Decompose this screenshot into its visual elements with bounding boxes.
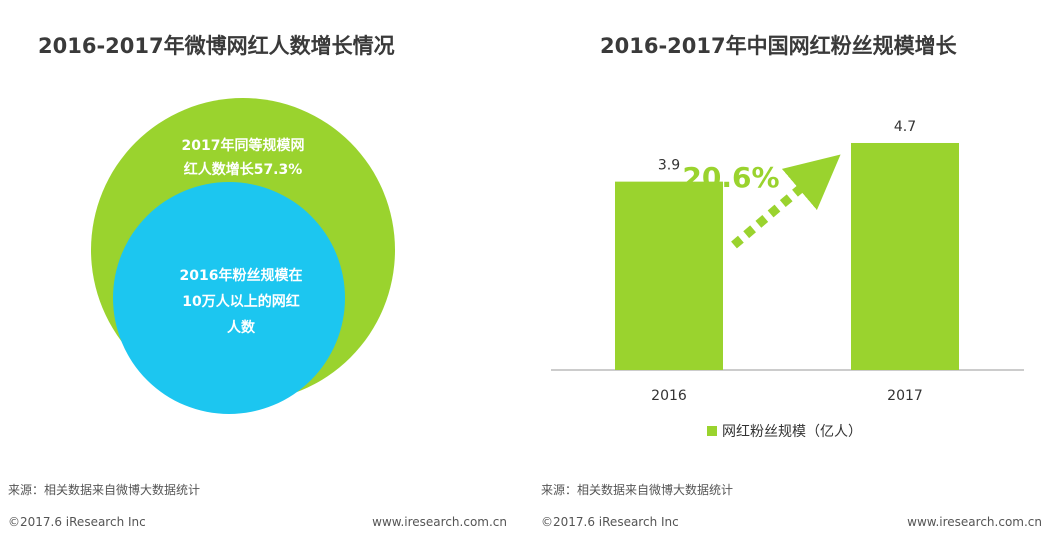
growth-arrow: [731, 154, 841, 249]
outer-circle-label-line-2: 红人数增长57.3%: [184, 161, 303, 178]
right-website-url[interactable]: www.iresearch.com.cn: [907, 515, 1042, 529]
bar-2016: [615, 181, 723, 370]
growth-label: 20.6%: [682, 161, 779, 194]
bar-chart: 3.9 4.7 2016 2017 20.6% 网红粉丝规模（亿人）: [551, 119, 1024, 440]
right-copyright: ©2017.6 iResearch Inc: [541, 515, 679, 529]
category-label-2017: 2017: [887, 388, 923, 404]
legend-swatch: [707, 426, 717, 436]
value-label-2016: 3.9: [658, 158, 680, 174]
inner-circle-label-line-2: 10万人以上的网红: [182, 293, 299, 310]
bar-2017: [851, 142, 959, 370]
inner-circle-label-line-3: 人数: [227, 319, 256, 336]
inner-circle-2016: [113, 182, 345, 414]
category-label-2016: 2016: [651, 388, 687, 404]
legend-label: 网红粉丝规模（亿人）: [722, 424, 862, 440]
value-label-2017: 4.7: [894, 119, 916, 135]
outer-circle-label-line-1: 2017年同等规模网: [182, 137, 305, 154]
left-website-url[interactable]: www.iresearch.com.cn: [372, 515, 507, 529]
right-source-note: 来源：相关数据来自微博大数据统计: [541, 483, 734, 497]
left-source-note: 来源：相关数据来自微博大数据统计: [8, 483, 201, 497]
venn-diagram: 2017年同等规模网 红人数增长57.3% 2016年粉丝规模在 10万人以上的…: [91, 98, 395, 414]
right-chart-title: 2016-2017年中国网红粉丝规模增长: [600, 34, 957, 58]
inner-circle-label-line-1: 2016年粉丝规模在: [180, 267, 303, 284]
left-chart-title: 2016-2017年微博网红人数增长情况: [38, 34, 395, 58]
left-copyright: ©2017.6 iResearch Inc: [8, 515, 146, 529]
